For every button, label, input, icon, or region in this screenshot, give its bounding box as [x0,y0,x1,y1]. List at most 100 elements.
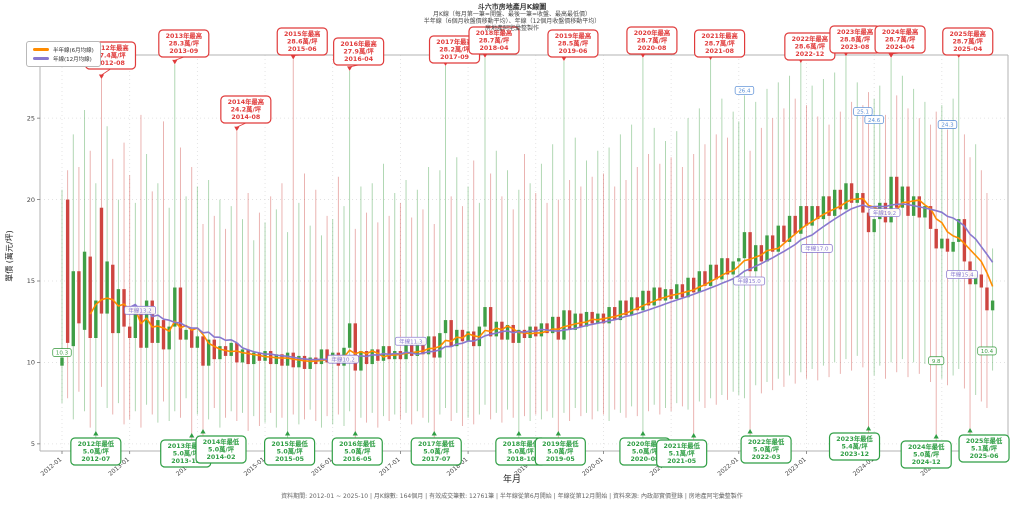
point-value-label: 25.1 [853,107,873,116]
svg-text:2023年最低: 2023年最低 [836,434,873,443]
point-value-label: 10.3 [52,348,72,357]
point-value-label: 10.4 [977,346,997,356]
candle-body [308,357,312,369]
svg-text:28.7萬/坪: 28.7萬/坪 [885,35,916,44]
svg-text:5.0萬/坪: 5.0萬/坪 [83,447,110,456]
candle-body [861,193,865,213]
svg-text:5.0萬/坪: 5.0萬/坪 [753,445,780,454]
candle-body [635,297,639,311]
svg-text:2012-07: 2012-07 [81,456,110,463]
point-value-label: 24.3 [937,120,958,129]
svg-text:2018年最低: 2018年最低 [503,439,540,448]
candle-body [460,329,465,342]
candle-body [347,323,352,348]
candle-body [590,311,594,324]
candle-body [472,331,476,347]
svg-text:年線13.2: 年線13.2 [128,307,151,315]
candle-body [488,307,493,337]
legend-label-ma12: 年線(12月均線) [53,56,92,63]
candle-body [816,206,820,220]
arrow-up-icon [747,429,753,434]
candle-body [804,206,809,226]
svg-text:2012年最高: 2012年最高 [92,43,129,52]
candle-body [235,342,239,363]
ma-value-label: 年線17.0 [800,244,833,253]
svg-text:2020年最低: 2020年最低 [627,439,664,448]
svg-text:26.4: 26.4 [738,89,751,95]
candle-body [613,307,617,321]
candle-body [550,316,555,334]
candle-body [759,245,764,262]
svg-text:2014年最低: 2014年最低 [203,437,240,446]
arrow-up-icon [640,431,646,436]
arrow-up-icon [555,431,561,436]
svg-text:2022-03: 2022-03 [752,454,781,461]
svg-text:2017年最低: 2017年最低 [418,439,455,448]
candle-body [60,357,64,366]
candle-body [218,346,222,360]
legend-label-ma6: 半年線(6月均線) [53,47,94,54]
candle-body [827,196,831,216]
svg-text:2015年最低: 2015年最低 [271,439,308,448]
candle-body [280,354,284,366]
candle-body [776,225,780,252]
svg-text:2014-02: 2014-02 [207,454,236,461]
svg-text:5.0萬/坪: 5.0萬/坪 [632,447,659,456]
candle-body [663,289,668,301]
y-tick-label: 10 [27,359,35,367]
svg-text:2019年最低: 2019年最低 [542,439,579,448]
arrow-up-icon [352,431,358,436]
svg-text:2018年最高: 2018年最高 [476,28,513,37]
candle-body [658,287,662,301]
candle-body [928,206,933,229]
candle-body [579,313,583,327]
y-axis-label: 單價 (萬元/坪) [5,230,14,282]
candle-body [426,336,431,355]
candle-body [821,196,826,220]
candle-body [178,287,183,340]
svg-text:2023-08: 2023-08 [841,44,870,51]
ma-value-label: 年線15.0 [733,276,766,286]
svg-text:5.0萬/坪: 5.0萬/坪 [423,447,450,456]
candle-body [703,271,707,286]
ma-value-label: 年線19.2 [868,208,901,218]
candle-body [720,258,724,280]
legend: 半年線(6月均線) 年線(12月均線) [26,41,101,67]
candle-body [522,329,527,338]
candle-body [156,320,160,343]
candle-body [297,355,301,368]
svg-text:2015-06: 2015-06 [288,46,318,53]
svg-text:28.6萬/坪: 28.6萬/坪 [795,42,826,51]
candle-body [94,300,98,338]
svg-text:2020-08: 2020-08 [630,456,659,463]
svg-text:2016-04: 2016-04 [344,56,374,63]
ma12-line [123,203,994,361]
svg-text:2017-09: 2017-09 [440,54,469,61]
candle-body [528,326,532,338]
svg-text:2022年最高: 2022年最高 [792,34,829,43]
candle-body [934,228,938,249]
candle-body [951,241,955,252]
svg-text:2013年最低: 2013年最低 [168,441,205,450]
candle-body [161,320,166,350]
candle-body [82,251,87,330]
svg-text:28.5萬/坪: 28.5萬/坪 [558,39,589,48]
candle-body [669,289,673,299]
svg-text:年線19.2: 年線19.2 [873,209,896,217]
svg-text:2013-12: 2013-12 [171,458,200,465]
svg-text:28.7萬/坪: 28.7萬/坪 [479,36,510,45]
svg-text:5.0萬/坪: 5.0萬/坪 [508,447,535,456]
candle-body [737,258,741,262]
candle-body [443,320,448,334]
svg-text:2016年最高: 2016年最高 [340,39,377,48]
svg-text:年線15.4: 年線15.4 [950,271,974,279]
svg-text:2025-06: 2025-06 [970,453,1000,460]
candle-body [370,349,374,365]
